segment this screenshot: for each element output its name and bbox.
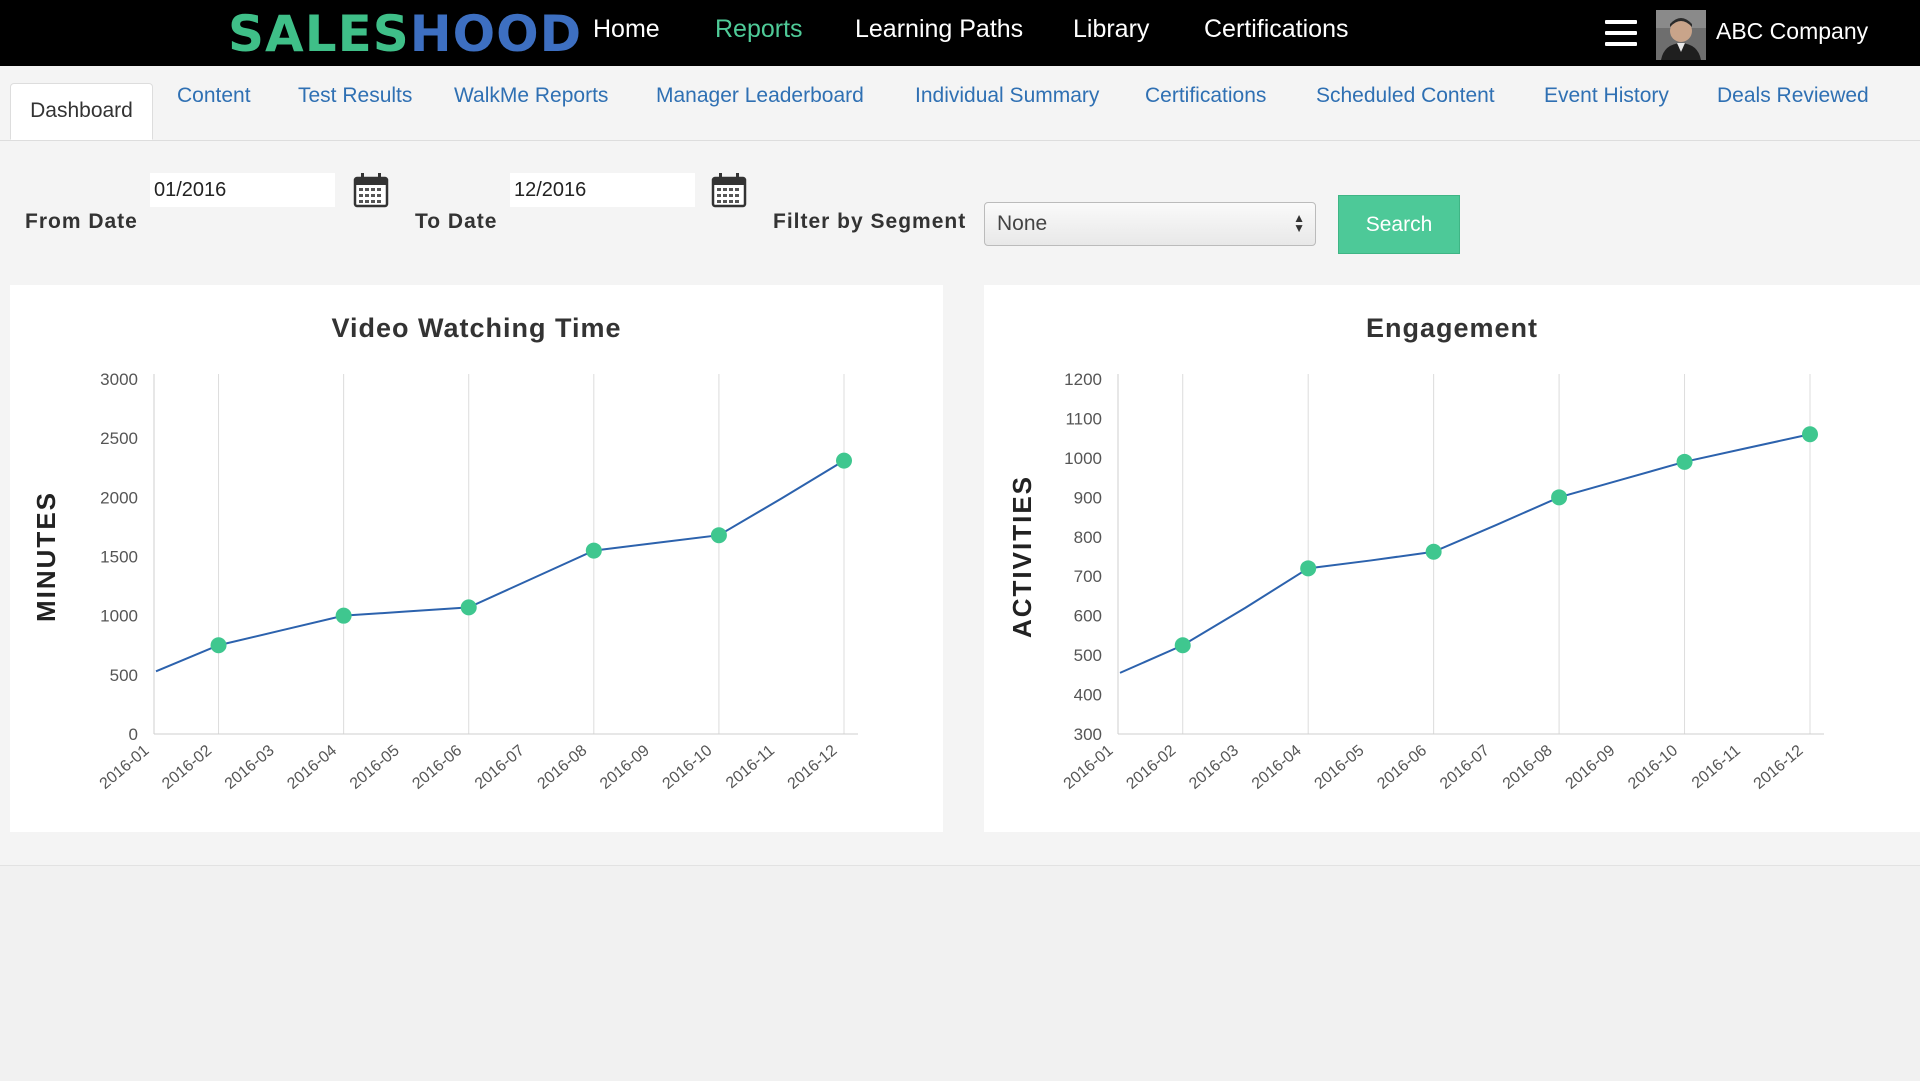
y-tick-label: 500 — [1074, 646, 1102, 665]
tab-individual-summary[interactable]: Individual Summary — [915, 84, 1100, 107]
company-name[interactable]: ABC Company — [1716, 18, 1869, 44]
chart-title: Video Watching Time — [331, 313, 622, 343]
data-point — [1802, 426, 1818, 443]
tab-test-results[interactable]: Test Results — [298, 84, 413, 107]
x-tick-label: 2016-07 — [1437, 742, 1493, 793]
y-axis-label: ACTIVITIES — [1007, 475, 1037, 638]
tab-dashboard[interactable]: Dashboard — [10, 83, 153, 140]
select-arrows-icon: ▲ ▼ — [1293, 211, 1305, 235]
tab-content[interactable]: Content — [177, 84, 251, 107]
calendar-icon[interactable] — [353, 172, 389, 208]
data-point — [1174, 637, 1191, 654]
x-tick-label: 2016-08 — [534, 742, 590, 793]
y-tick-label: 300 — [1074, 725, 1102, 744]
nav-certifications[interactable]: Certifications — [1204, 15, 1349, 43]
y-tick-label: 800 — [1074, 528, 1102, 547]
data-point — [1300, 560, 1317, 577]
video-watching-panel: Video Watching Time 0 500 1000 1500 2000 2500… — [10, 285, 943, 832]
y-tick-label: 1100 — [1065, 409, 1102, 428]
y-tick-label: 900 — [1074, 488, 1102, 507]
x-tick-label: 2016-03 — [1186, 742, 1242, 793]
tab-event-history[interactable]: Event History — [1544, 84, 1669, 107]
top-navbar: SALESHOOD Home Reports Learning Paths Li… — [0, 0, 1920, 66]
hamburger-icon[interactable] — [1605, 20, 1637, 46]
nav-reports[interactable]: Reports — [715, 15, 803, 43]
from-date-input[interactable] — [150, 173, 335, 207]
y-tick-label: 3000 — [100, 370, 138, 389]
segment-label: Filter by Segment — [773, 210, 967, 233]
x-tick-label: 2016-05 — [1312, 742, 1368, 793]
y-tick-label: 1200 — [1064, 370, 1102, 389]
data-point — [210, 637, 227, 654]
search-button[interactable]: Search — [1338, 195, 1460, 254]
x-tick-label: 2016-04 — [284, 742, 340, 793]
x-tick-label: 2016-08 — [1500, 742, 1556, 793]
y-tick-label: 2000 — [100, 488, 138, 507]
chart-title: Engagement — [1365, 313, 1539, 343]
y-tick-label: 0 — [129, 725, 138, 744]
engagement-chart: 300 400 500 600 700 800 900 1000 1100 1200 2016-01… — [1007, 370, 1824, 793]
data-point — [585, 542, 602, 559]
x-tick-label: 2016-02 — [159, 742, 215, 793]
y-tick-label: 700 — [1074, 567, 1102, 586]
user-avatar[interactable] — [1656, 10, 1706, 60]
y-axis-label: MINUTES — [31, 491, 61, 622]
x-tick-label: 2016-07 — [472, 742, 528, 793]
x-tick-label: 2016-10 — [1625, 742, 1681, 793]
calendar-icon[interactable] — [711, 172, 747, 208]
from-date-label: From Date — [25, 210, 138, 233]
x-tick-label: 2016-05 — [347, 742, 403, 793]
engagement-panel: Engagement 300 400 500 600 700 800 900 1000 1100… — [984, 285, 1920, 832]
x-tick-label: 2016-06 — [1374, 742, 1430, 793]
x-tick-label: 2016-12 — [1751, 742, 1807, 793]
nav-home[interactable]: Home — [593, 15, 660, 43]
segment-selected-value: None — [997, 212, 1048, 235]
y-tick-label: 1000 — [100, 607, 138, 626]
y-tick-label: 600 — [1074, 607, 1102, 626]
saleshood-logo[interactable]: SALESHOOD — [228, 5, 583, 63]
x-tick-label: 2016-01 — [97, 742, 153, 793]
x-tick-label: 2016-12 — [785, 742, 841, 793]
to-date-input[interactable] — [510, 173, 695, 207]
y-tick-label: 400 — [1074, 686, 1102, 705]
y-tick-label: 500 — [110, 666, 138, 685]
x-tick-label: 2016-02 — [1123, 742, 1179, 793]
page-footer-area — [0, 865, 1920, 1081]
x-tick-label: 2016-01 — [1061, 742, 1117, 793]
data-point — [710, 527, 727, 544]
data-point — [1676, 453, 1693, 470]
segment-select[interactable]: None ▲ ▼ — [984, 202, 1316, 246]
x-tick-label: 2016-09 — [597, 742, 653, 793]
y-tick-label: 2500 — [100, 429, 138, 448]
data-point — [335, 607, 352, 624]
tab-scheduled-content[interactable]: Scheduled Content — [1316, 84, 1495, 107]
tab-deals-reviewed[interactable]: Deals Reviewed — [1717, 84, 1869, 107]
data-point — [1551, 489, 1568, 506]
x-tick-label: 2016-10 — [660, 742, 716, 793]
data-point — [1425, 543, 1442, 560]
x-tick-label: 2016-11 — [1689, 742, 1744, 792]
data-point — [836, 452, 852, 469]
tab-manager-leaderboard[interactable]: Manager Leaderboard — [656, 84, 864, 107]
y-tick-label: 1500 — [100, 548, 138, 567]
tab-walkme-reports[interactable]: WalkMe Reports — [454, 84, 609, 107]
y-tick-label: 1000 — [1064, 449, 1102, 468]
nav-library[interactable]: Library — [1073, 15, 1150, 43]
report-tabs: Dashboard Content Test Results WalkMe Re… — [0, 66, 1920, 141]
x-tick-label: 2016-09 — [1562, 742, 1618, 793]
x-tick-label: 2016-06 — [409, 742, 465, 793]
x-tick-label: 2016-04 — [1249, 742, 1305, 793]
nav-learning-paths[interactable]: Learning Paths — [855, 15, 1024, 43]
data-point — [460, 599, 477, 616]
series-line — [1119, 433, 1811, 674]
x-tick-label: 2016-11 — [723, 742, 778, 792]
x-tick-label: 2016-03 — [222, 742, 278, 793]
tab-certifications[interactable]: Certifications — [1145, 84, 1267, 107]
series-line — [155, 459, 845, 673]
to-date-label: To Date — [415, 210, 498, 233]
